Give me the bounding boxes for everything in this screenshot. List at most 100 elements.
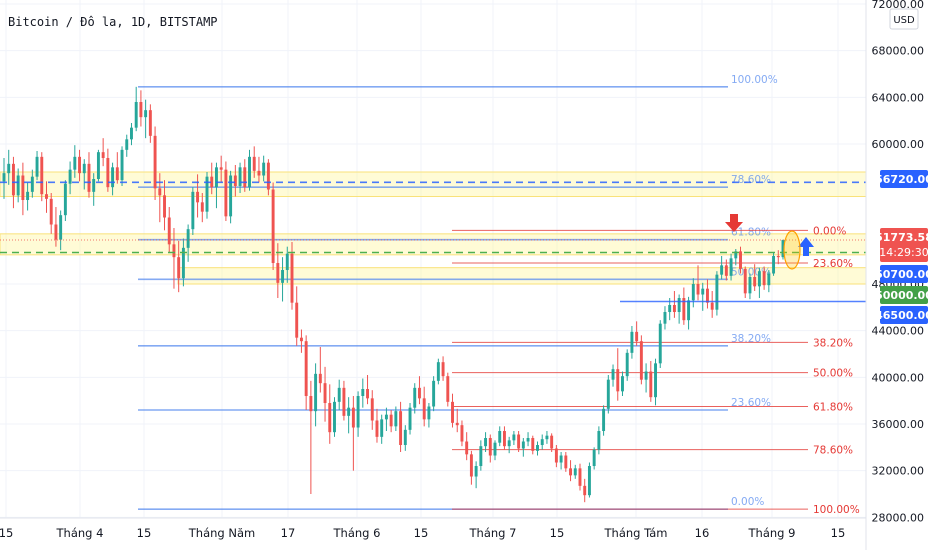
fib-blue-label: 38.20%	[731, 333, 771, 345]
candle-body	[583, 485, 587, 496]
candle-body	[290, 253, 294, 303]
candle-body	[205, 176, 209, 212]
candle-body	[536, 445, 539, 451]
candle-body	[7, 163, 11, 174]
candle-body	[446, 376, 450, 402]
candle-body	[375, 420, 379, 437]
candle-body	[592, 449, 596, 467]
candle-body	[649, 371, 653, 398]
x-tick-label: Tháng 6	[333, 526, 381, 540]
price-pill-text: 51773.58	[875, 231, 932, 244]
candle-body	[120, 149, 124, 181]
candle-body	[465, 441, 469, 455]
highlight-circle-icon	[783, 230, 801, 270]
candle-body	[705, 288, 709, 303]
candle-body	[229, 175, 233, 217]
candle-body	[262, 162, 266, 176]
candle-body	[78, 156, 82, 174]
axes	[0, 0, 867, 550]
fib-blue-label: 50.00%	[731, 266, 771, 278]
fib-red-label: 61.80%	[813, 402, 853, 414]
candle-body	[451, 401, 454, 423]
horizontal-levels	[0, 181, 866, 303]
candle-body	[21, 175, 25, 201]
candle-body	[493, 442, 497, 456]
candle-body	[186, 229, 190, 248]
candle-body	[366, 389, 369, 399]
candle-body	[233, 175, 237, 187]
candle-body	[35, 156, 39, 177]
candle-body	[337, 387, 341, 402]
candle-body	[196, 191, 200, 203]
candle-body	[469, 454, 473, 477]
candle-body	[380, 419, 384, 437]
candle-body	[422, 398, 426, 420]
candle-body	[342, 387, 346, 416]
candle-body	[587, 466, 591, 496]
candle-body	[106, 158, 110, 188]
chart-grid	[0, 0, 866, 518]
candle-body	[531, 438, 535, 451]
candle-body	[498, 431, 502, 443]
candle-body	[177, 257, 181, 279]
candle-body	[238, 167, 242, 187]
candle-body	[153, 135, 157, 189]
candle-body	[767, 273, 771, 286]
y-tick-label: 72000.00	[872, 0, 925, 11]
price-pill	[880, 306, 928, 324]
candle-body	[720, 265, 724, 275]
candle-body	[521, 441, 525, 449]
candle-body	[578, 468, 582, 486]
x-tick-label: 15	[137, 526, 152, 540]
candle-body	[92, 179, 96, 192]
candle-body	[724, 265, 728, 276]
candle-body	[748, 277, 752, 294]
candle-body	[739, 251, 742, 269]
fib-red-label: 100.00%	[813, 504, 860, 516]
candle-body	[299, 337, 303, 342]
candle-body	[625, 352, 629, 377]
y-tick-label: 68000.00	[872, 45, 925, 58]
candle-body	[59, 215, 63, 240]
candle-body	[172, 244, 176, 258]
candle-body	[753, 277, 757, 287]
price-pill-text: 50000.00	[875, 289, 932, 302]
candle-body	[16, 175, 20, 196]
candle-body	[318, 373, 322, 384]
candle-body	[115, 167, 119, 181]
candle-body	[309, 396, 313, 412]
price-pill-text: 50700.00	[875, 268, 932, 281]
candle-body	[460, 425, 464, 442]
x-tick-label: 15	[414, 526, 429, 540]
candle-body	[271, 189, 275, 264]
candle-body	[729, 258, 733, 276]
candle-body	[40, 156, 44, 195]
candle-body	[266, 162, 270, 190]
candle-body	[484, 438, 488, 447]
candle-body	[696, 284, 700, 295]
candle-body	[125, 139, 129, 150]
price-label-level-b: 50700.00	[875, 265, 932, 283]
candle-body	[87, 163, 91, 192]
candle-body	[710, 302, 714, 310]
candle-body	[757, 271, 761, 287]
fib-blue-label: 0.00%	[731, 496, 764, 508]
candle-body	[427, 406, 431, 420]
candle-body	[11, 163, 15, 196]
candle-body	[611, 369, 615, 380]
candle-body	[597, 431, 601, 450]
candle-body	[455, 422, 459, 426]
price-label-level-c: 50000.00	[875, 286, 932, 304]
candle-body	[691, 284, 695, 301]
candle-body	[276, 263, 280, 283]
x-axis-ticks: 15 Tháng 4 15 Tháng Năm 17 Tháng 6 15 Tháng 7 15…	[0, 526, 845, 540]
candle-body	[408, 407, 412, 430]
candle-body	[526, 438, 530, 442]
chart-title: Bitcoin / Đô la, 1D, BITSTAMP	[8, 15, 218, 29]
x-tick-label: 15	[0, 526, 13, 540]
currency-box[interactable]	[889, 8, 919, 30]
price-pill	[880, 170, 928, 188]
candle-body	[167, 217, 171, 245]
candle-body	[502, 431, 506, 447]
